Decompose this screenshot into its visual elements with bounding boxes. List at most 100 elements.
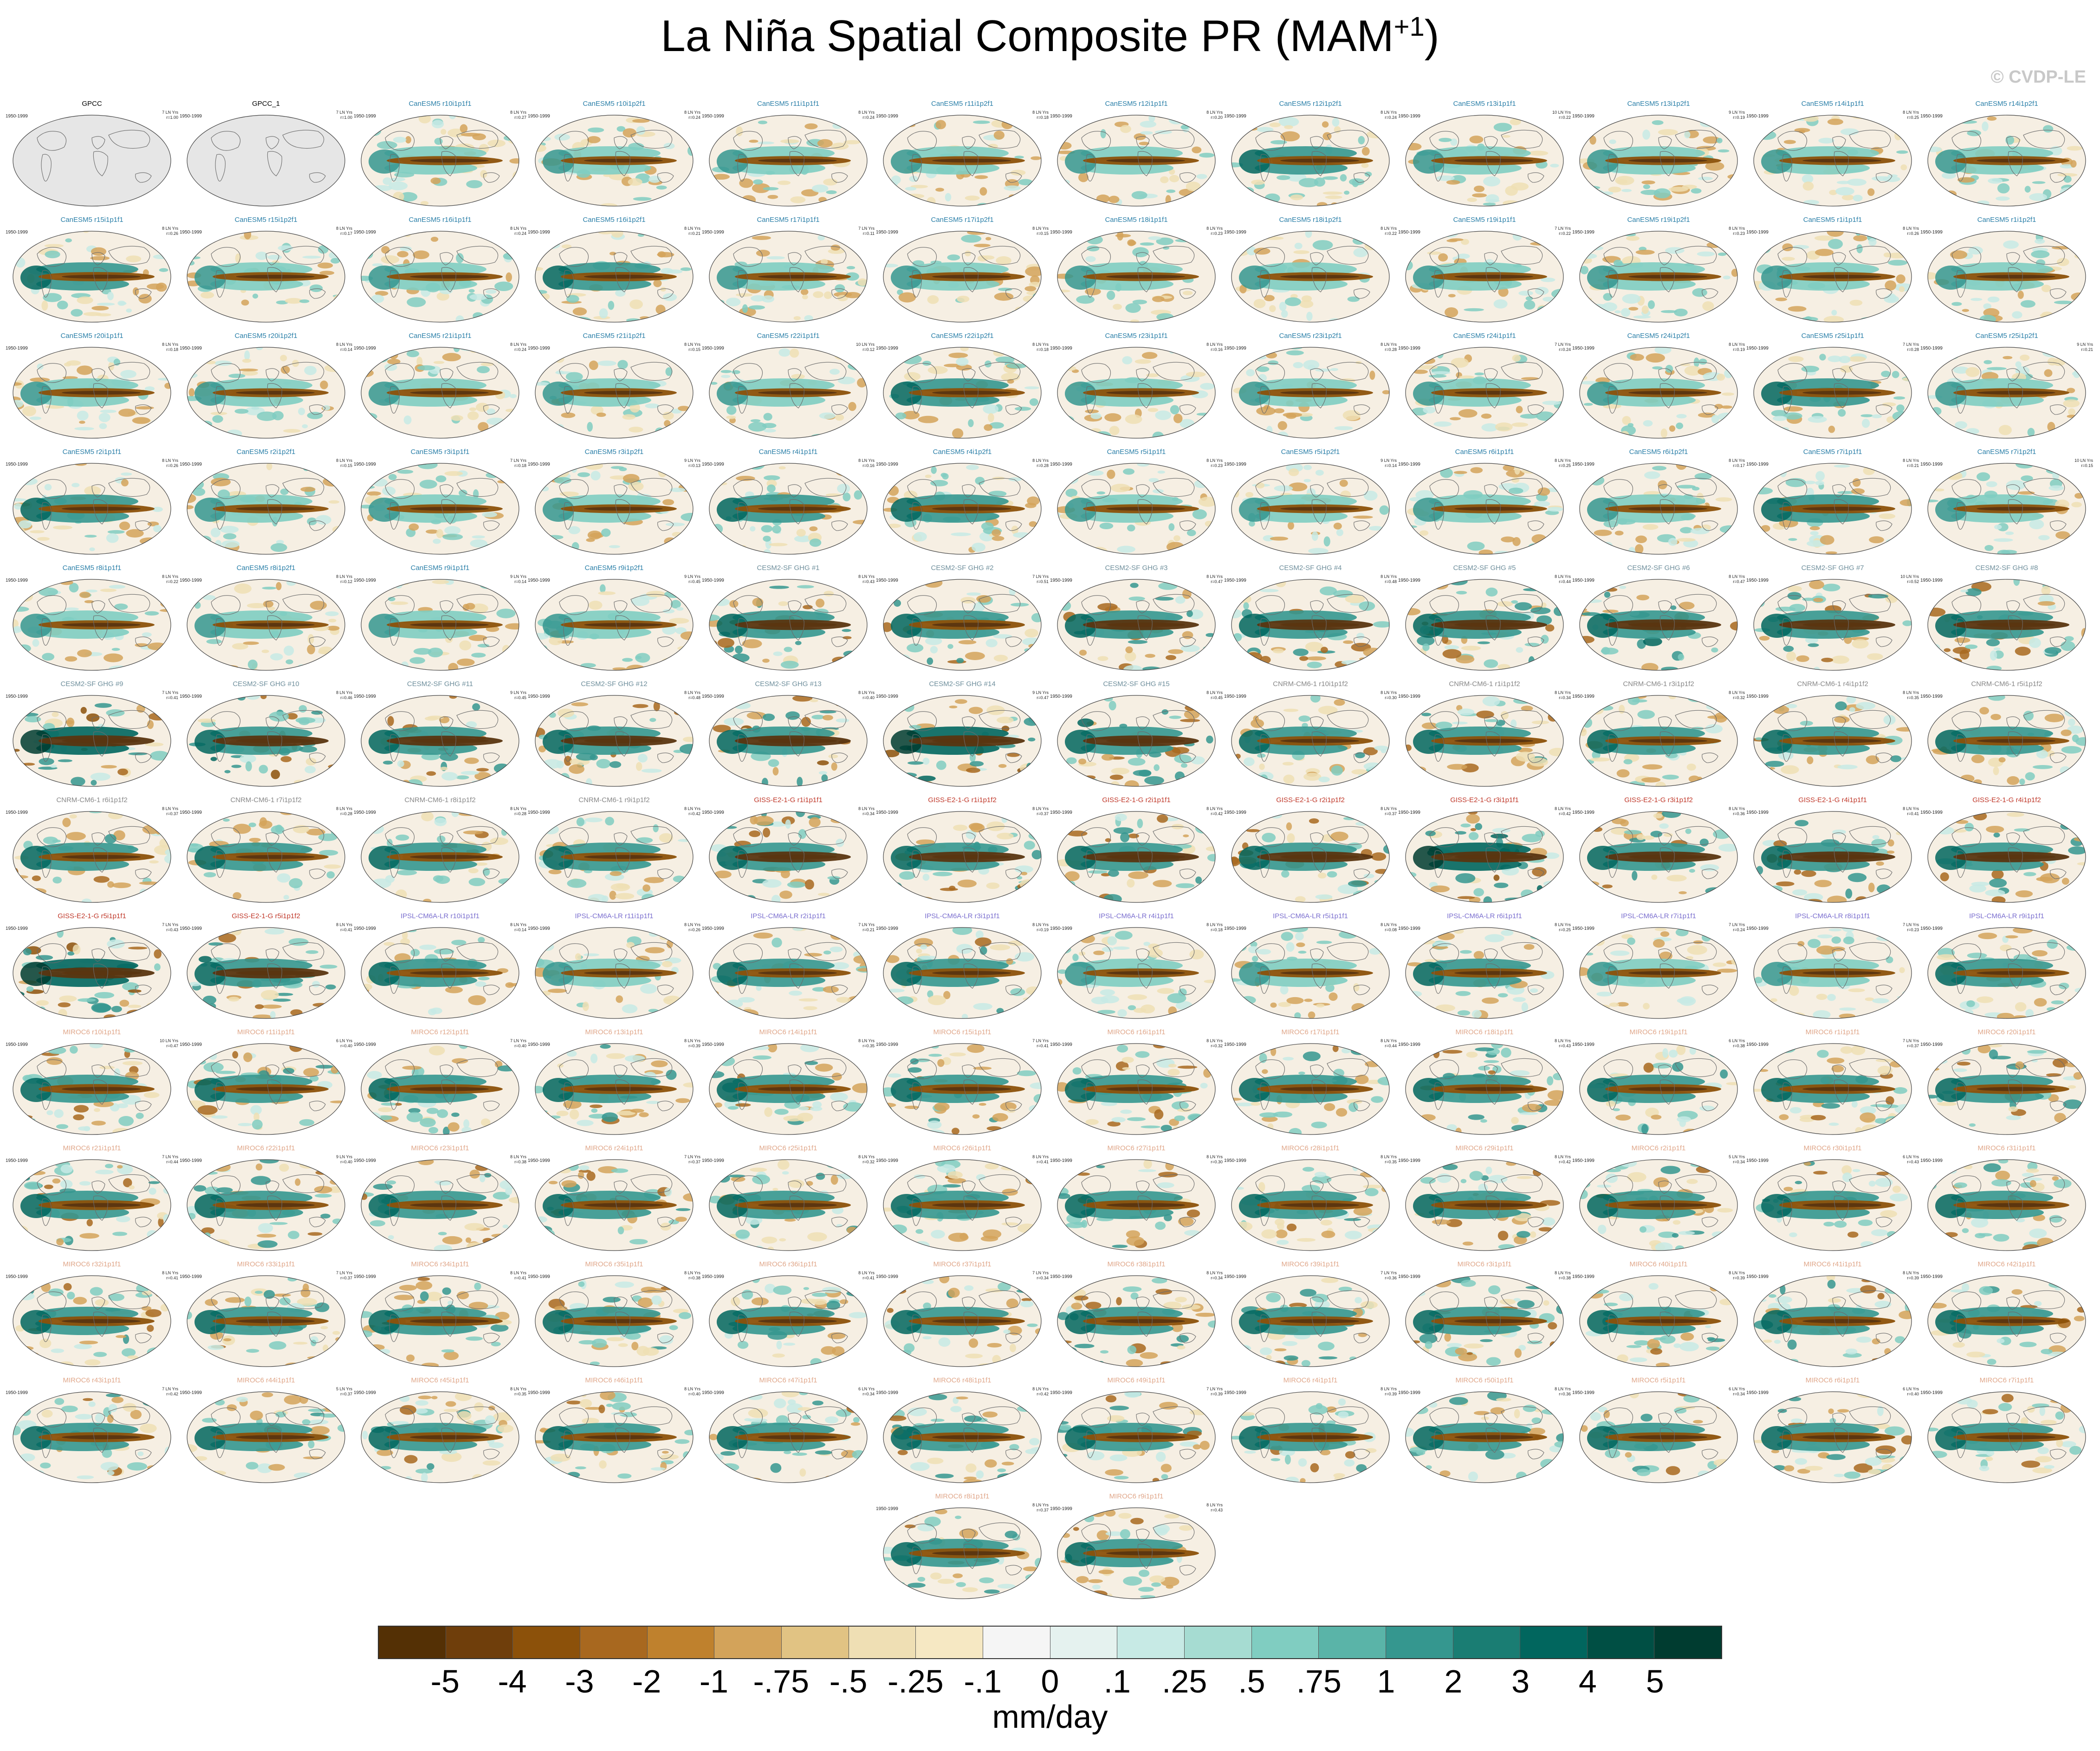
dry-anomaly-patch [810, 699, 818, 702]
panel-title: CanESM5 r8i1p1f1 [62, 564, 122, 572]
wet-anomaly-patch [13, 652, 25, 661]
coastline [1005, 404, 1022, 415]
coastline [831, 288, 848, 299]
dry-anomaly-patch [442, 353, 461, 362]
dry-anomaly-patch [1783, 406, 1803, 412]
panel-period: 1950-1999 [1050, 230, 1072, 235]
panel-title: CanESM5 r22i1p1f1 [757, 332, 820, 340]
coastline [266, 136, 279, 149]
panel-title: CNRM-CM6-1 r4i1p1f2 [1797, 680, 1868, 688]
coastline [1327, 130, 1369, 149]
dry-anomaly-patch [470, 347, 478, 353]
wet-anomaly-patch [276, 540, 284, 545]
dry-anomaly-patch [835, 414, 844, 421]
world-map [535, 695, 694, 787]
coastline [1327, 362, 1369, 381]
panel-stat: 9 LN Yrs r=0.21 [2077, 342, 2093, 352]
dry-anomaly-patch [464, 758, 479, 764]
world-map [1057, 231, 1216, 323]
dry-anomaly-patch [280, 355, 287, 362]
wet-anomaly-patch [681, 512, 693, 521]
wet-anomaly-patch [1828, 239, 1843, 249]
dry-anomaly-patch [1109, 426, 1120, 435]
map-panel: CanESM5 r12i1p2f1 1950-1999 8 LN Yrs r=0.2… [1223, 100, 1398, 216]
map-border [1231, 347, 1390, 439]
dry-anomaly-patch [1245, 652, 1263, 662]
dry-anomaly-patch [1299, 656, 1309, 661]
coastline [267, 499, 282, 525]
panel-title: GISS-E2-1-G r1i1p1f1 [754, 796, 823, 804]
wet-anomaly-patch [843, 493, 851, 501]
dry-anomaly-patch [190, 232, 211, 236]
dry-anomaly-patch [796, 529, 806, 537]
wet-anomaly-patch [828, 314, 839, 320]
coastline [789, 151, 804, 176]
coastline [1501, 130, 1543, 149]
coastline [389, 386, 400, 414]
panel-stat: 8 LN Yrs r=0.18 [162, 342, 178, 352]
precip-anomaly-field [1928, 115, 2082, 206]
wet-anomaly-patch [947, 254, 960, 261]
wet-anomaly-patch [750, 526, 756, 532]
panel-title: CanESM5 r25i1p1f1 [1801, 332, 1864, 340]
map-border [883, 347, 1042, 439]
coastline [389, 502, 400, 530]
dry-anomaly-patch [756, 250, 770, 257]
dry-anomaly-patch [241, 299, 249, 306]
coastline [211, 131, 241, 151]
wet-anomaly-patch [852, 432, 859, 438]
wet-anomaly-patch [1467, 541, 1485, 551]
dry-anomaly-patch [13, 890, 28, 894]
wet-anomaly-patch [74, 427, 94, 431]
wet-anomaly-patch [1700, 119, 1713, 127]
panel-title: CanESM5 r2i1p1f1 [62, 448, 122, 456]
dry-anomaly-patch [1168, 649, 1184, 654]
wet-anomaly-patch [337, 311, 345, 317]
dry-anomaly-patch [312, 463, 320, 470]
wet-anomaly-patch [1246, 369, 1255, 376]
dry-anomaly-patch [420, 201, 429, 206]
wet-anomaly-patch [323, 405, 331, 411]
equatorial-dry-core [236, 739, 315, 743]
coastline [1777, 247, 1808, 267]
wet-anomaly-patch [377, 435, 389, 438]
wet-anomaly-patch [1931, 773, 1942, 778]
wet-anomaly-patch [1990, 650, 1997, 661]
equatorial-dry-core [1977, 275, 2055, 279]
wet-anomaly-patch [1758, 703, 1776, 709]
dry-anomaly-patch [1001, 372, 1020, 382]
wet-anomaly-patch [1697, 251, 1715, 257]
dry-anomaly-patch [69, 814, 77, 819]
coastline [1153, 362, 1195, 381]
wet-anomaly-patch [1063, 695, 1081, 700]
coastline [1180, 288, 1196, 299]
maritime-continent-wet-patch [543, 149, 574, 174]
wet-anomaly-patch [38, 587, 58, 597]
wet-anomaly-patch [111, 648, 120, 651]
dry-anomaly-patch [858, 588, 867, 596]
dry-anomaly-patch [1821, 657, 1834, 662]
wet-anomaly-patch [615, 289, 626, 297]
map-panel: CanESM5 r20i1p1f1 1950-1999 8 LN Yrs r=0.1… [5, 332, 179, 448]
coastline [309, 288, 326, 299]
map-border [1405, 115, 1564, 207]
wet-anomaly-patch [930, 646, 938, 654]
wet-anomaly-patch [551, 665, 566, 669]
wet-anomaly-patch [298, 664, 305, 670]
wet-anomaly-patch [836, 718, 849, 723]
dry-anomaly-patch [160, 600, 171, 608]
maritime-continent-wet-patch [1065, 149, 1096, 174]
dry-anomaly-patch [1146, 373, 1159, 377]
world-map [1753, 347, 1912, 439]
wet-anomaly-patch [1856, 244, 1863, 253]
coastline [831, 404, 848, 415]
dry-anomaly-patch [119, 521, 130, 531]
wet-anomaly-patch [1117, 545, 1135, 553]
wet-anomaly-patch [396, 869, 417, 876]
dry-anomaly-patch [2003, 356, 2013, 359]
dry-anomaly-patch [974, 175, 988, 179]
dry-anomaly-patch [1173, 414, 1183, 423]
maritime-continent-wet-patch [1761, 266, 1793, 290]
dry-anomaly-patch [387, 716, 394, 726]
wet-anomaly-patch [1024, 841, 1035, 850]
